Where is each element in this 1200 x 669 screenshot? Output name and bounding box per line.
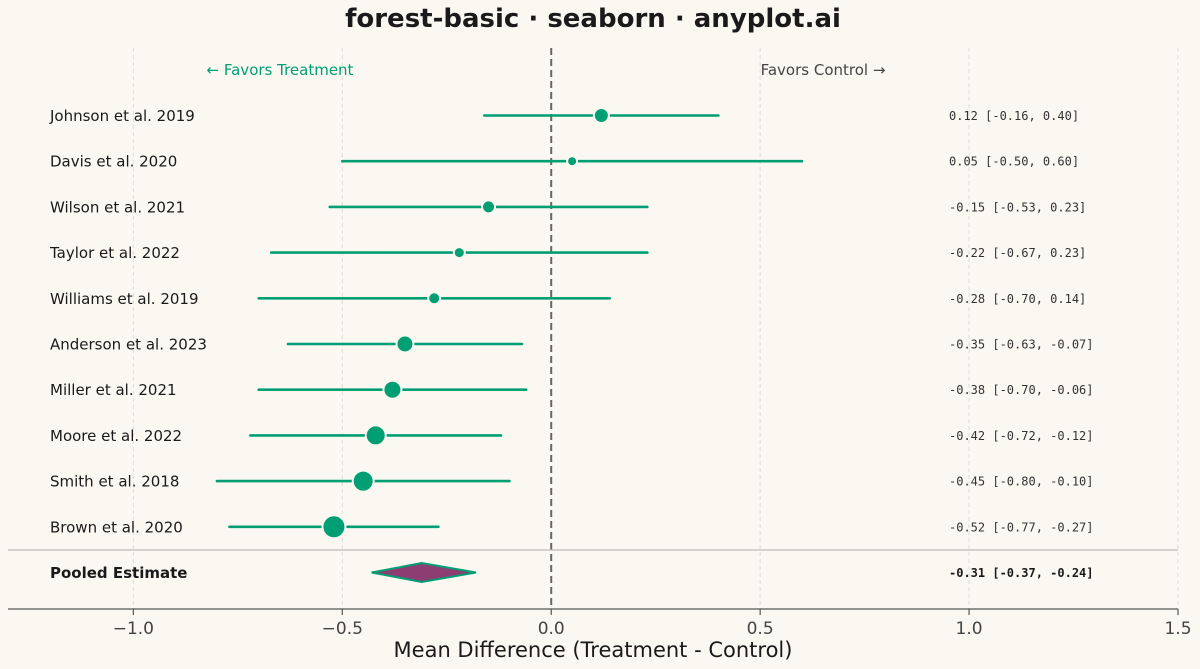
study-label: Davis et al. 2020 — [50, 153, 177, 171]
ci-text: -0.15 [-0.53, 0.23] — [949, 200, 1086, 214]
favors-control-label: Favors Control → — [761, 61, 886, 79]
study-marker — [364, 424, 387, 447]
x-tick-label: 0.5 — [747, 619, 774, 639]
x-tick-label: 1.5 — [1164, 619, 1191, 639]
pooled-diamond — [371, 561, 477, 584]
favors-treatment-label: ← Favors Treatment — [207, 61, 354, 79]
ci-text: 0.12 [-0.16, 0.40] — [949, 109, 1079, 123]
ci-text: -0.38 [-0.70, -0.06] — [949, 383, 1094, 397]
study-label: Smith et al. 2018 — [50, 473, 179, 491]
ci-text: -0.42 [-0.72, -0.12] — [949, 429, 1094, 443]
pooled-label: Pooled Estimate — [50, 564, 187, 582]
x-tick-label: 1.0 — [956, 619, 983, 639]
chart-title: forest-basic · seaborn · anyplot.ai — [345, 4, 841, 34]
ci-text: -0.52 [-0.77, -0.27] — [949, 520, 1094, 534]
study-label: Williams et al. 2019 — [50, 290, 199, 308]
ci-text: -0.28 [-0.70, 0.14] — [949, 292, 1086, 306]
study-marks — [215, 107, 804, 540]
pooled-ci-text: -0.31 [-0.37, -0.24] — [949, 566, 1094, 580]
ci-text: -0.45 [-0.80, -0.10] — [949, 475, 1094, 489]
ci-text: 0.05 [-0.50, 0.60] — [949, 155, 1079, 169]
x-tick-label: 0.0 — [538, 619, 565, 639]
study-marker — [481, 199, 497, 215]
study-label: Taylor et al. 2022 — [49, 244, 180, 262]
ci-text-labels: 0.12 [-0.16, 0.40] 0.05 [-0.50, 0.60] -0.1… — [949, 109, 1094, 534]
study-marker — [321, 514, 347, 540]
x-axis-ticks: −1.0 −0.5 0.0 0.5 1.0 1.5 — [113, 609, 1192, 639]
study-marker — [427, 291, 442, 306]
study-marker — [351, 469, 375, 493]
x-tick-label: −1.0 — [113, 619, 154, 639]
study-label: Brown et al. 2020 — [50, 518, 183, 536]
pooled-estimate: Pooled Estimate -0.31 [-0.37, -0.24] — [50, 561, 1094, 584]
study-marker — [395, 334, 415, 354]
ci-text: -0.22 [-0.67, 0.23] — [949, 246, 1086, 260]
study-label: Moore et al. 2022 — [50, 427, 182, 445]
x-tick-label: −0.5 — [322, 619, 363, 639]
study-marker — [566, 155, 579, 168]
study-marker — [592, 107, 610, 124]
study-marker — [382, 379, 403, 400]
grid-lines — [132, 48, 1179, 609]
study-label: Anderson et al. 2023 — [50, 336, 207, 354]
study-label: Miller et al. 2021 — [50, 381, 177, 399]
ci-text: -0.35 [-0.63, -0.07] — [949, 338, 1094, 352]
study-marker — [452, 246, 466, 260]
study-label: Wilson et al. 2021 — [50, 198, 185, 216]
study-label: Johnson et al. 2019 — [49, 107, 195, 125]
study-labels: Johnson et al. 2019 Davis et al. 2020 Wils… — [49, 107, 207, 536]
x-axis-title: Mean Difference (Treatment - Control) — [394, 638, 793, 662]
